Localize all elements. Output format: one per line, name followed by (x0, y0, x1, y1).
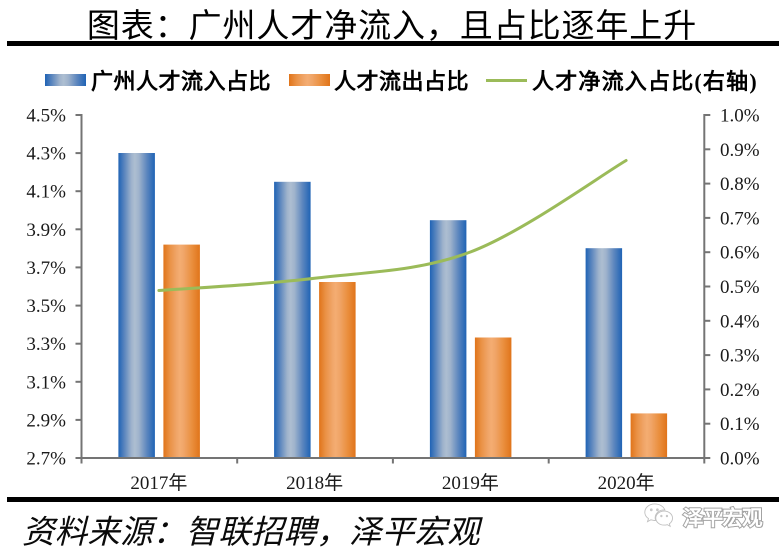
svg-text:4.5%: 4.5% (26, 106, 66, 127)
svg-text:3.9%: 3.9% (26, 220, 66, 241)
svg-text:1.0%: 1.0% (720, 106, 760, 127)
svg-text:0.3%: 0.3% (720, 346, 760, 367)
svg-text:4.3%: 4.3% (26, 144, 66, 165)
svg-text:3.3%: 3.3% (26, 334, 66, 355)
svg-text:2019年: 2019年 (442, 472, 499, 494)
svg-text:0.2%: 0.2% (720, 380, 760, 401)
svg-text:3.7%: 3.7% (26, 258, 66, 279)
svg-text:2.9%: 2.9% (26, 410, 66, 431)
svg-text:泽平宏观: 泽平宏观 (683, 506, 763, 530)
svg-text:2020年: 2020年 (598, 472, 655, 494)
svg-text:0.4%: 0.4% (720, 311, 760, 332)
svg-text:0.6%: 0.6% (720, 243, 760, 264)
svg-text:4.1%: 4.1% (26, 182, 66, 203)
svg-text:2.7%: 2.7% (26, 449, 66, 470)
svg-text:0.1%: 0.1% (720, 414, 760, 435)
svg-text:3.1%: 3.1% (26, 372, 66, 393)
svg-text:0.9%: 0.9% (720, 140, 760, 161)
svg-text:2017年: 2017年 (130, 472, 187, 494)
svg-text:0.5%: 0.5% (720, 277, 760, 298)
svg-text:0.7%: 0.7% (720, 208, 760, 229)
svg-text:0.0%: 0.0% (720, 449, 760, 470)
svg-text:0.8%: 0.8% (720, 174, 760, 195)
svg-text:2018年: 2018年 (286, 472, 343, 494)
svg-text:3.5%: 3.5% (26, 296, 66, 317)
